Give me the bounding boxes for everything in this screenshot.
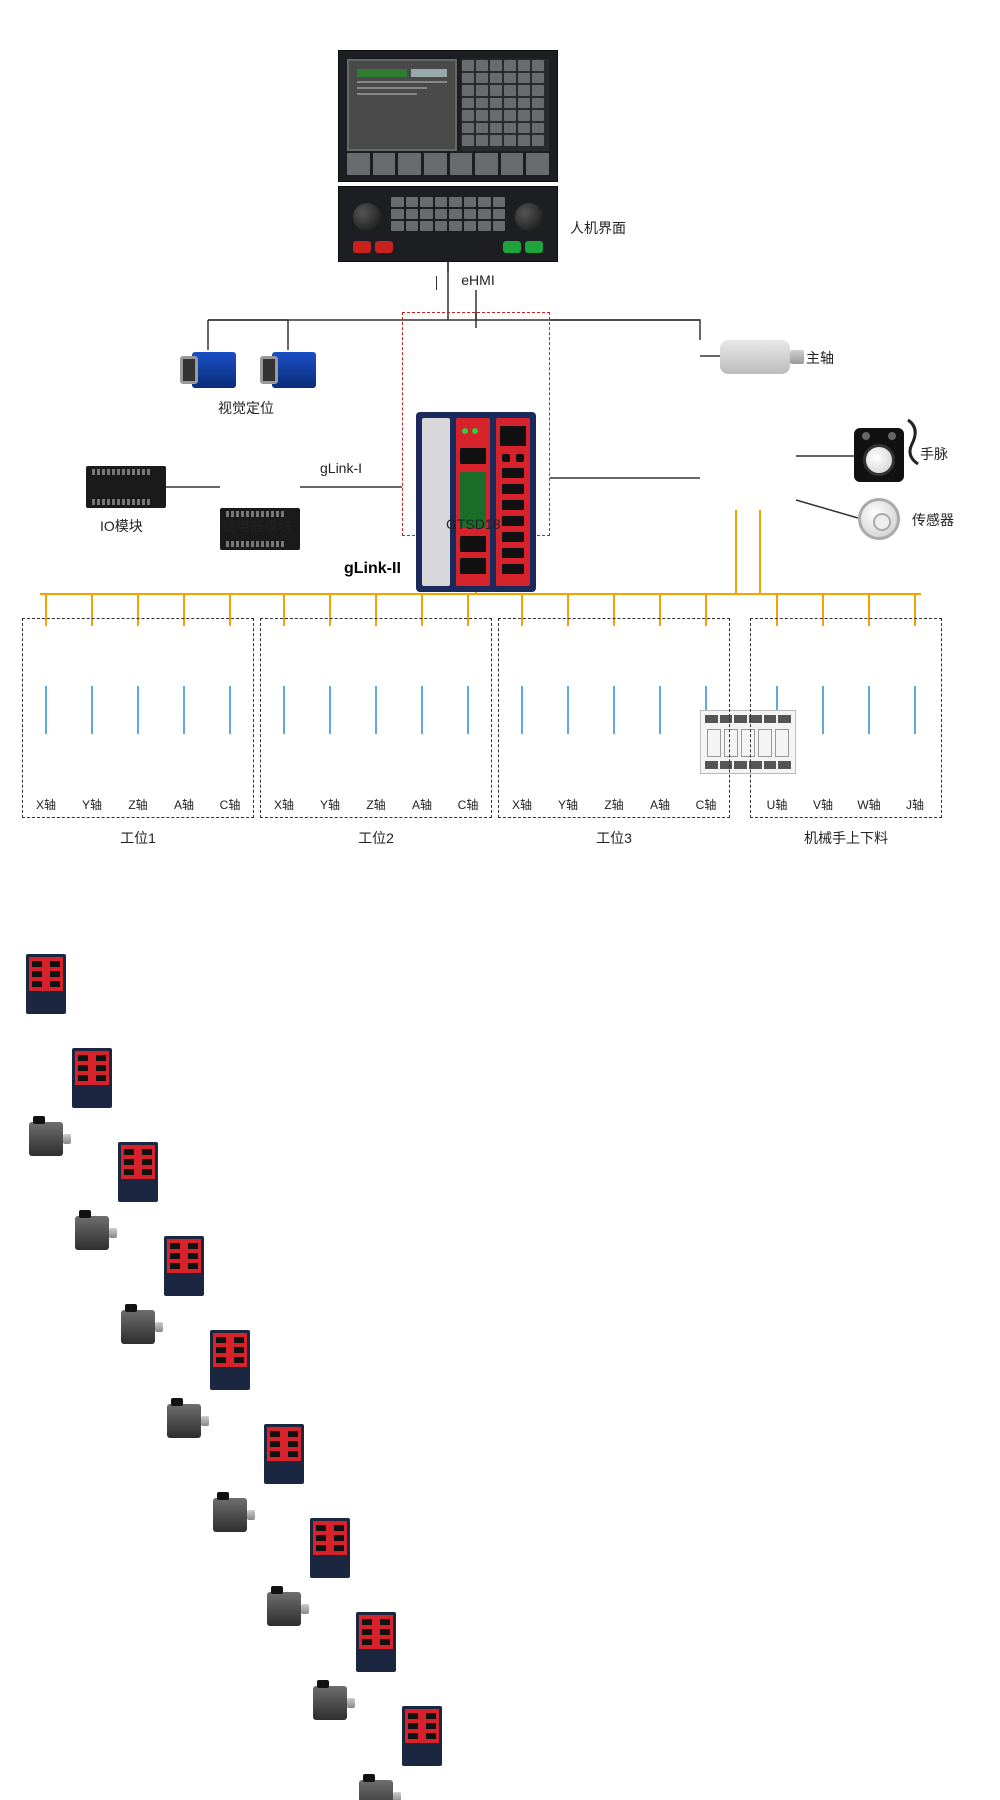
servo-motor [267,1592,301,1626]
axis-label: Y轴 [545,796,591,813]
spindle-label: 主轴 [806,348,834,368]
axis-label: C轴 [683,796,729,813]
io-module [86,466,166,508]
servo-drive [264,1424,304,1484]
axis-label: W轴 [846,796,892,813]
station-box [22,618,254,818]
axis-label: A轴 [637,796,683,813]
relay-label: 继电器模块 [222,516,292,536]
servo-drive [210,1330,250,1390]
spindle [720,340,790,374]
axis-label: A轴 [399,796,445,813]
axis-label: U轴 [754,796,800,813]
servo-motor [75,1216,109,1250]
station-box [750,618,942,818]
station-box [260,618,492,818]
axis-label: Y轴 [307,796,353,813]
axis-label: Z轴 [115,796,161,813]
servo-drive [26,954,66,1014]
axis-label: X轴 [23,796,69,813]
axis-label: Z轴 [353,796,399,813]
servo-drive [72,1048,112,1108]
hmi-side-label: 人机界面 [570,218,626,238]
station-box [498,618,730,818]
servo-motor [121,1310,155,1344]
camera-2 [260,350,316,390]
servo-motor [213,1498,247,1532]
glink2-label: gLink-II [344,560,401,578]
servo-drive [356,1612,396,1672]
handwheel-label: 手脉 [920,444,948,464]
handwheel-cable [906,418,916,460]
servo-drive [118,1142,158,1202]
axis-label: A轴 [161,796,207,813]
servo-motor [29,1122,63,1156]
servo-motor [167,1404,201,1438]
servo-motor [313,1686,347,1720]
axis-label: Y轴 [69,796,115,813]
hmi-lower-panel [338,186,558,262]
handwheel [854,428,904,482]
axis-label: X轴 [261,796,307,813]
controller [416,412,536,592]
station-label: 工位3 [498,828,730,848]
servo-motor [359,1780,393,1800]
station-label: 工位1 [22,828,254,848]
station-label: 工位2 [260,828,492,848]
servo-drive [164,1236,204,1296]
station-label: 机械手上下料 [750,828,942,848]
axis-label: C轴 [445,796,491,813]
vision-label: 视觉定位 [218,398,274,418]
hmi-keygrid [462,60,544,146]
axis-label: X轴 [499,796,545,813]
glink1-label: gLink-I [320,460,362,476]
axis-label: Z轴 [591,796,637,813]
io-label: IO模块 [100,516,143,536]
axis-label: V轴 [800,796,846,813]
sensor [858,498,900,540]
axis-label: J轴 [892,796,938,813]
servo-drive [402,1706,442,1766]
hmi-below-label: eHMI [448,272,508,288]
controller-label: GTSD18 [446,516,500,532]
sensor-label: 传感器 [912,510,954,530]
axis-label: C轴 [207,796,253,813]
hmi-tick [436,276,437,290]
camera-1 [180,350,236,390]
servo-drive [310,1518,350,1578]
